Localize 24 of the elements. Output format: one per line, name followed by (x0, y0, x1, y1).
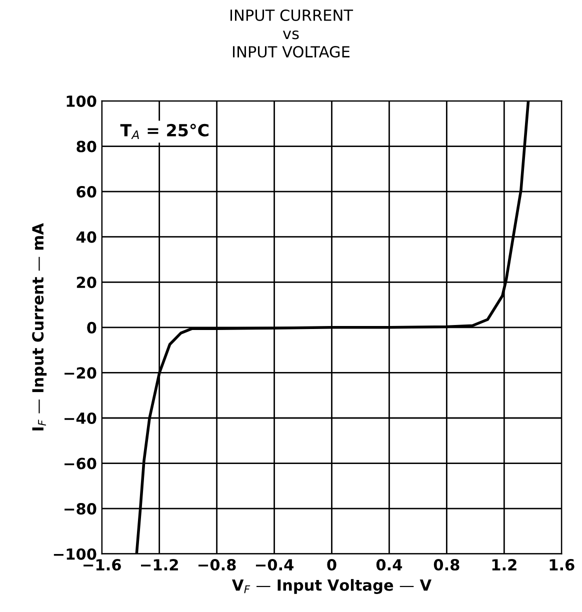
y-tick-label: −40 (64, 412, 96, 424)
x-tick-label: 1.6 (550, 559, 574, 571)
y-tick-label: 40 (76, 231, 96, 243)
y-tick-label: −60 (64, 458, 96, 470)
x-tick-label: −1.6 (84, 559, 121, 571)
x-tick-label: 1.2 (492, 558, 516, 570)
y-axis-title: I$_{F}$ — Input Current — mA (32, 223, 47, 430)
y-tick-label: −100 (54, 548, 96, 560)
x-tick-label: −0.4 (256, 558, 294, 571)
y-tick-label: −80 (64, 503, 96, 515)
chart-title: INPUT CURRENT vs INPUT VOLTAGE (230, 9, 354, 58)
x-tick-label: 0.8 (434, 558, 460, 571)
x-tick-label: 0 (327, 558, 336, 571)
x-tick-label: 0.4 (376, 558, 402, 571)
x-axis-title: V$_{F}$ — Input Voltage — V (232, 579, 432, 594)
y-tick-label: 0 (87, 322, 96, 334)
annotation: T$_{A}$ = 25°C (120, 124, 208, 140)
y-tick-label: 100 (66, 95, 96, 107)
y-tick-label: −20 (64, 367, 96, 379)
x-tick-label: −1.2 (141, 558, 178, 570)
y-tick-label: 80 (76, 140, 96, 152)
y-tick-label: 20 (76, 276, 96, 288)
y-tick-label: 60 (76, 186, 96, 198)
x-tick-label: −0.8 (198, 558, 236, 571)
